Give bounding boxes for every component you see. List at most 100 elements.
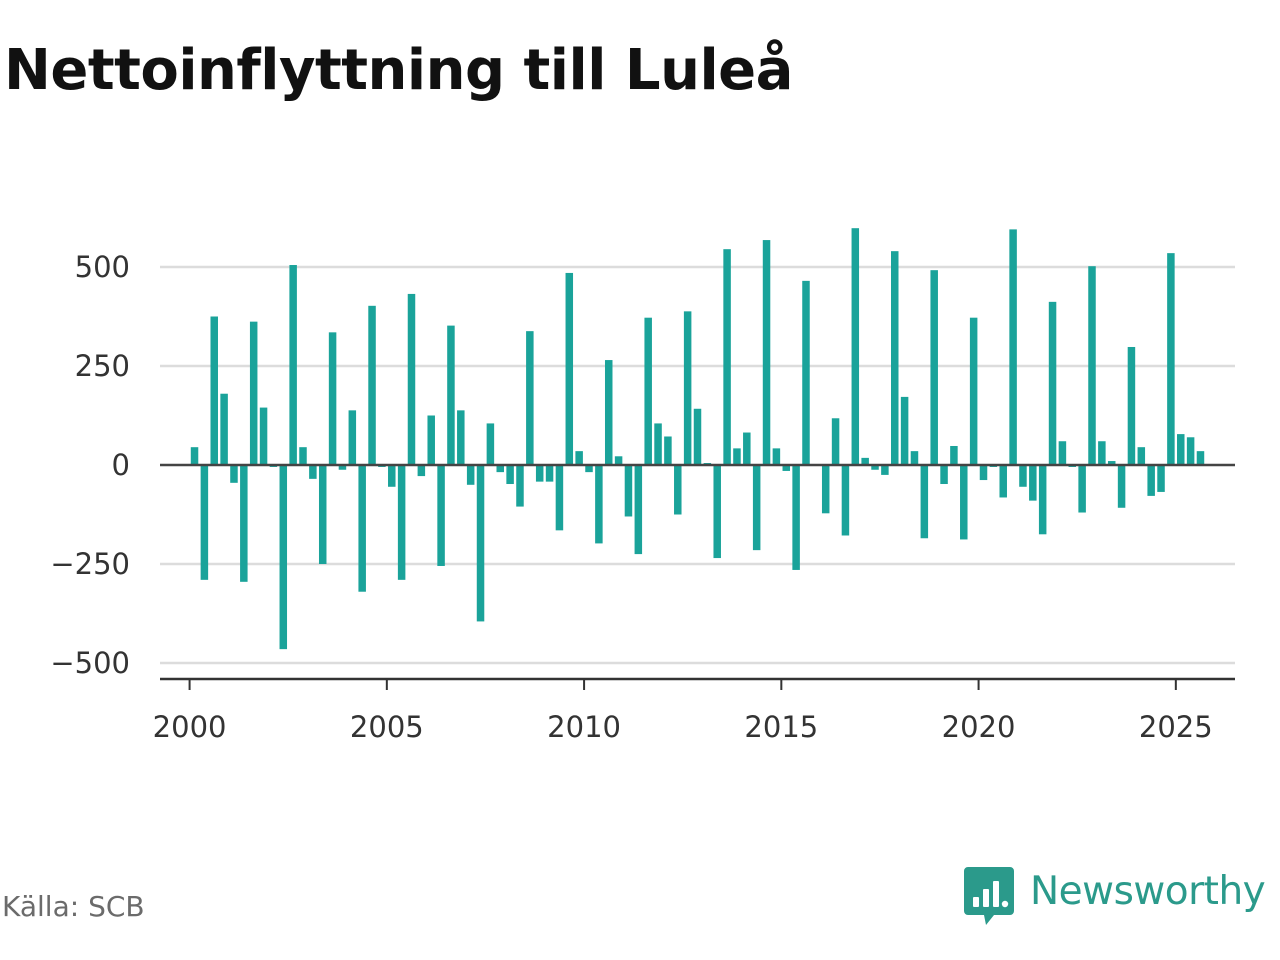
y-tick-label: −500 bbox=[50, 646, 130, 680]
bar bbox=[1019, 465, 1027, 487]
bar bbox=[279, 465, 288, 650]
bar bbox=[526, 331, 534, 465]
bar bbox=[535, 465, 544, 482]
bar bbox=[1137, 447, 1146, 465]
bar bbox=[851, 228, 860, 465]
bar bbox=[220, 393, 228, 465]
bar bbox=[309, 465, 317, 479]
bar bbox=[762, 240, 771, 465]
bar bbox=[644, 317, 652, 465]
bar bbox=[437, 465, 445, 566]
bar bbox=[1157, 465, 1165, 492]
bar bbox=[200, 465, 209, 580]
bar bbox=[1147, 465, 1155, 496]
bar bbox=[1078, 465, 1086, 513]
bars bbox=[190, 228, 1205, 650]
bar bbox=[328, 332, 337, 465]
bar bbox=[634, 465, 643, 555]
bar bbox=[358, 465, 366, 592]
chart-title: Nettoinflyttning till Luleå bbox=[4, 38, 793, 103]
bar bbox=[782, 465, 791, 471]
bar bbox=[299, 447, 307, 465]
brand[interactable]: Newsworthy bbox=[964, 866, 1266, 926]
y-tick-labels: −500 −250 0 250 500 bbox=[50, 250, 130, 680]
bar bbox=[368, 305, 376, 465]
axes bbox=[160, 463, 1235, 690]
bar bbox=[210, 316, 218, 465]
bar bbox=[506, 465, 514, 485]
bar bbox=[910, 451, 919, 465]
bar bbox=[240, 465, 248, 582]
bar bbox=[1038, 465, 1047, 535]
bar bbox=[624, 465, 633, 517]
bar bbox=[1117, 465, 1126, 508]
bar bbox=[585, 465, 593, 473]
bar bbox=[654, 423, 662, 465]
bar bbox=[516, 465, 524, 507]
bar bbox=[693, 408, 702, 465]
bar bbox=[466, 465, 475, 485]
bar bbox=[674, 465, 682, 515]
bar bbox=[1048, 301, 1057, 465]
bar bbox=[969, 317, 978, 465]
brand-name: Newsworthy bbox=[1030, 868, 1266, 914]
bar bbox=[1107, 461, 1116, 465]
bar bbox=[920, 465, 929, 539]
bar bbox=[891, 251, 899, 465]
bar bbox=[249, 321, 258, 465]
x-tick-label: 2005 bbox=[350, 710, 424, 744]
bar bbox=[1127, 346, 1136, 465]
bar bbox=[1196, 451, 1205, 465]
bar bbox=[1058, 441, 1067, 465]
x-tick-labels: 2000 2005 2010 2015 2020 2025 bbox=[153, 710, 1213, 744]
bar bbox=[950, 445, 958, 465]
bar bbox=[565, 272, 574, 465]
bar bbox=[1009, 229, 1017, 465]
bar bbox=[575, 451, 583, 465]
bar bbox=[230, 465, 238, 483]
bar bbox=[259, 407, 268, 465]
bar bbox=[664, 436, 672, 465]
x-tick-label: 2000 bbox=[153, 710, 227, 744]
y-tick-label: −250 bbox=[50, 547, 130, 581]
bar bbox=[743, 432, 751, 465]
bar bbox=[930, 270, 938, 465]
bar bbox=[289, 265, 297, 465]
y-tick-label: 0 bbox=[112, 448, 130, 482]
x-tick-label: 2025 bbox=[1139, 710, 1213, 744]
bar bbox=[841, 465, 850, 536]
bar bbox=[338, 465, 347, 470]
bar bbox=[545, 465, 554, 482]
x-tick-label: 2010 bbox=[547, 710, 621, 744]
bar bbox=[683, 311, 692, 465]
bar bbox=[900, 396, 909, 465]
bar bbox=[604, 360, 613, 465]
y-tick-label: 500 bbox=[75, 250, 130, 284]
bar bbox=[940, 465, 948, 485]
bar bbox=[1177, 434, 1185, 465]
x-tick-label: 2015 bbox=[744, 710, 818, 744]
bar bbox=[190, 447, 199, 465]
bar bbox=[831, 418, 840, 465]
bar bbox=[486, 423, 495, 465]
bar bbox=[792, 465, 800, 570]
bar bbox=[595, 465, 603, 544]
bar bbox=[476, 465, 485, 622]
bar bbox=[407, 293, 416, 465]
bar bbox=[1167, 253, 1175, 465]
bar bbox=[1186, 437, 1195, 465]
newsworthy-logo-icon bbox=[964, 867, 1014, 925]
bar bbox=[427, 415, 435, 465]
bar bbox=[417, 465, 426, 477]
bar bbox=[821, 465, 830, 514]
bar bbox=[348, 410, 357, 465]
bar bbox=[713, 465, 721, 559]
bar bbox=[999, 465, 1007, 498]
bar bbox=[960, 465, 968, 540]
bar bbox=[318, 465, 327, 564]
bar bbox=[457, 410, 465, 465]
bar bbox=[861, 457, 869, 465]
bar bbox=[1098, 441, 1106, 465]
x-tick-label: 2020 bbox=[942, 710, 1016, 744]
bar bbox=[871, 465, 879, 470]
